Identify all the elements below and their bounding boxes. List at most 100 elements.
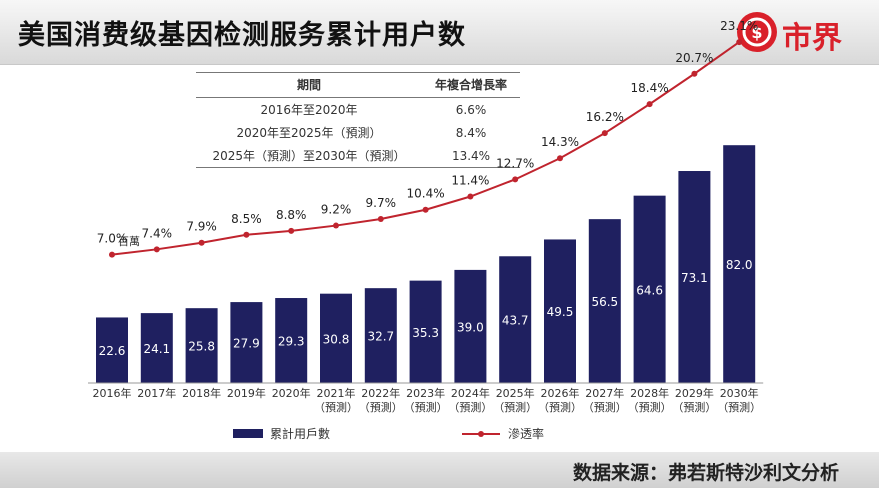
cagr-header-rate: 年複合增長率: [422, 72, 520, 98]
bar-value-label: 25.8: [188, 340, 215, 354]
legend-rate-label: 滲透率: [508, 426, 544, 441]
x-tick-label: 2028年: [630, 386, 669, 400]
logo-text: 市界: [782, 21, 842, 56]
bar-value-label: 64.6: [636, 283, 663, 297]
header-bar: 美国消费级基因检测服务累计用户数 $ 市界: [0, 0, 879, 65]
penetration-point: [467, 193, 474, 200]
penetration-label: 9.2%: [321, 203, 352, 217]
line-layer: 7.0% 7.4% 7.9% 8.5% 8.8% 9.2% 9.7% 10.4% 11.4% 12…: [97, 19, 758, 258]
penetration-point: [153, 246, 160, 253]
penetration-point: [646, 101, 653, 108]
x-tick-note: （預測）: [493, 400, 537, 414]
bar-2017年: [140, 313, 173, 383]
bar-value-label: 29.3: [278, 335, 305, 349]
bar-2016年: [96, 317, 128, 383]
bar-2029年: [678, 171, 711, 383]
penetration-label: 8.5%: [231, 212, 262, 226]
cagr-table-row: 2020年至2025年（預測） 8.4%: [196, 121, 520, 144]
x-tick-label: 2029年: [675, 386, 714, 400]
penetration-label: 7.9%: [186, 220, 217, 234]
logo-icon: $: [737, 12, 777, 52]
cagr-table: 期間 年複合增長率 2016年至2020年 6.6% 2020年至2025年（預…: [196, 72, 520, 168]
x-tick-label: 2022年: [361, 386, 400, 400]
penetration-label: 18.4%: [631, 81, 669, 95]
unit-label: 百萬: [118, 235, 140, 248]
bar-value-label: 22.6: [99, 344, 126, 358]
legend: 累計用戶數 滲透率: [233, 426, 544, 441]
penetration-point: [109, 251, 115, 258]
svg-text:$: $: [751, 23, 762, 42]
bar-2026年: [544, 239, 576, 383]
users-penetration-chart: 百萬 22.6 24.1 25.8 27.9 29.3 30.8 32.7 35.3 39.0 4…: [88, 19, 764, 441]
bar-value-label: 43.7: [502, 314, 529, 328]
bar-value-label: 30.8: [323, 332, 350, 346]
bar-2025年: [499, 256, 532, 383]
source-note: 数据来源：弗若斯特沙利文分析: [572, 462, 839, 484]
x-tick-note: （預測）: [628, 400, 672, 414]
penetration-label: 14.3%: [541, 135, 579, 149]
footer-bar: 数据来源：弗若斯特沙利文分析: [0, 452, 879, 488]
penetration-point: [512, 176, 519, 183]
x-tick-note: （預測）: [717, 400, 761, 414]
cagr-table-row: 2016年至2020年 6.6%: [196, 98, 520, 122]
bar-value-label: 39.0: [457, 320, 484, 334]
bar-2020年: [275, 298, 308, 383]
penetration-label: 10.4%: [407, 187, 445, 201]
penetration-point: [333, 222, 339, 229]
x-tick-label: 2018年: [182, 386, 221, 400]
bar-2022年: [364, 288, 397, 383]
bars-layer: 22.6 24.1 25.8 27.9 29.3 30.8 32.7 35.3 39.0 43.7…: [96, 145, 756, 383]
cagr-period-cell: 2025年（預測）至2030年（預測）: [196, 144, 422, 168]
x-tick-note: （預測）: [314, 400, 358, 414]
legend-users-label: 累計用戶數: [270, 426, 330, 441]
bar-2030年: [723, 145, 756, 383]
cagr-table-row: 2025年（預測）至2030年（預測） 13.4%: [196, 144, 520, 168]
bar-2027年: [588, 219, 621, 383]
x-tick-note: （預測）: [538, 400, 582, 414]
bar-2018年: [185, 308, 218, 383]
penetration-point: [691, 70, 698, 77]
bar-2024年: [454, 269, 487, 383]
x-tick-note: （預測）: [404, 400, 448, 414]
cagr-rate-cell: 6.6%: [455, 102, 487, 117]
penetration-label: 9.7%: [366, 196, 397, 210]
penetration-point: [601, 130, 608, 137]
x-tick-label: 2023年: [406, 386, 445, 400]
penetration-label: 11.4%: [451, 174, 489, 188]
x-tick-label: 2027年: [585, 386, 624, 400]
x-tick-note: （預測）: [448, 400, 492, 414]
penetration-label: 23.1%: [720, 19, 758, 33]
bar-value-label: 24.1: [143, 342, 170, 356]
penetration-point: [288, 227, 295, 234]
bar-value-label: 49.5: [547, 305, 574, 319]
x-tick-note: （預測）: [583, 400, 627, 414]
bar-2021年: [320, 293, 352, 383]
x-tick-label: 2025年: [496, 386, 535, 400]
legend-bar-swatch: [233, 429, 263, 438]
x-tick-label: 2020年: [272, 386, 311, 400]
penetration-label: 7.4%: [142, 226, 173, 240]
cagr-rate-cell: 13.4%: [422, 144, 520, 168]
bar-2023年: [409, 280, 442, 383]
cagr-rate-cell: 8.4%: [455, 125, 487, 140]
bar-value-label: 73.1: [681, 271, 708, 285]
penetration-label: 12.7%: [496, 156, 534, 170]
penetration-point: [422, 206, 429, 213]
bar-2019年: [230, 302, 263, 383]
x-tick-note: （預測）: [359, 400, 403, 414]
penetration-point: [198, 239, 205, 246]
x-tick-label: 2021年: [317, 386, 356, 400]
cagr-table-header-row: 期間 年複合增長率: [196, 72, 520, 98]
x-tick-label: 2017年: [137, 386, 176, 400]
x-tick-note: （預測）: [672, 400, 716, 414]
cagr-header-period: 期間: [196, 72, 422, 98]
penetration-point: [736, 39, 743, 46]
x-axis: 2016年 2017年 2018年 2019年 2020年 2021年（預測）2022年（…: [88, 382, 764, 414]
bar-value-label: 35.3: [412, 326, 439, 340]
cagr-period-cell: 2016年至2020年: [260, 103, 358, 117]
bar-value-label: 32.7: [367, 330, 394, 344]
x-tick-label: 2024年: [451, 386, 490, 400]
penetration-point: [243, 231, 250, 238]
bar-2028年: [633, 195, 666, 383]
penetration-label: 8.8%: [276, 208, 307, 222]
